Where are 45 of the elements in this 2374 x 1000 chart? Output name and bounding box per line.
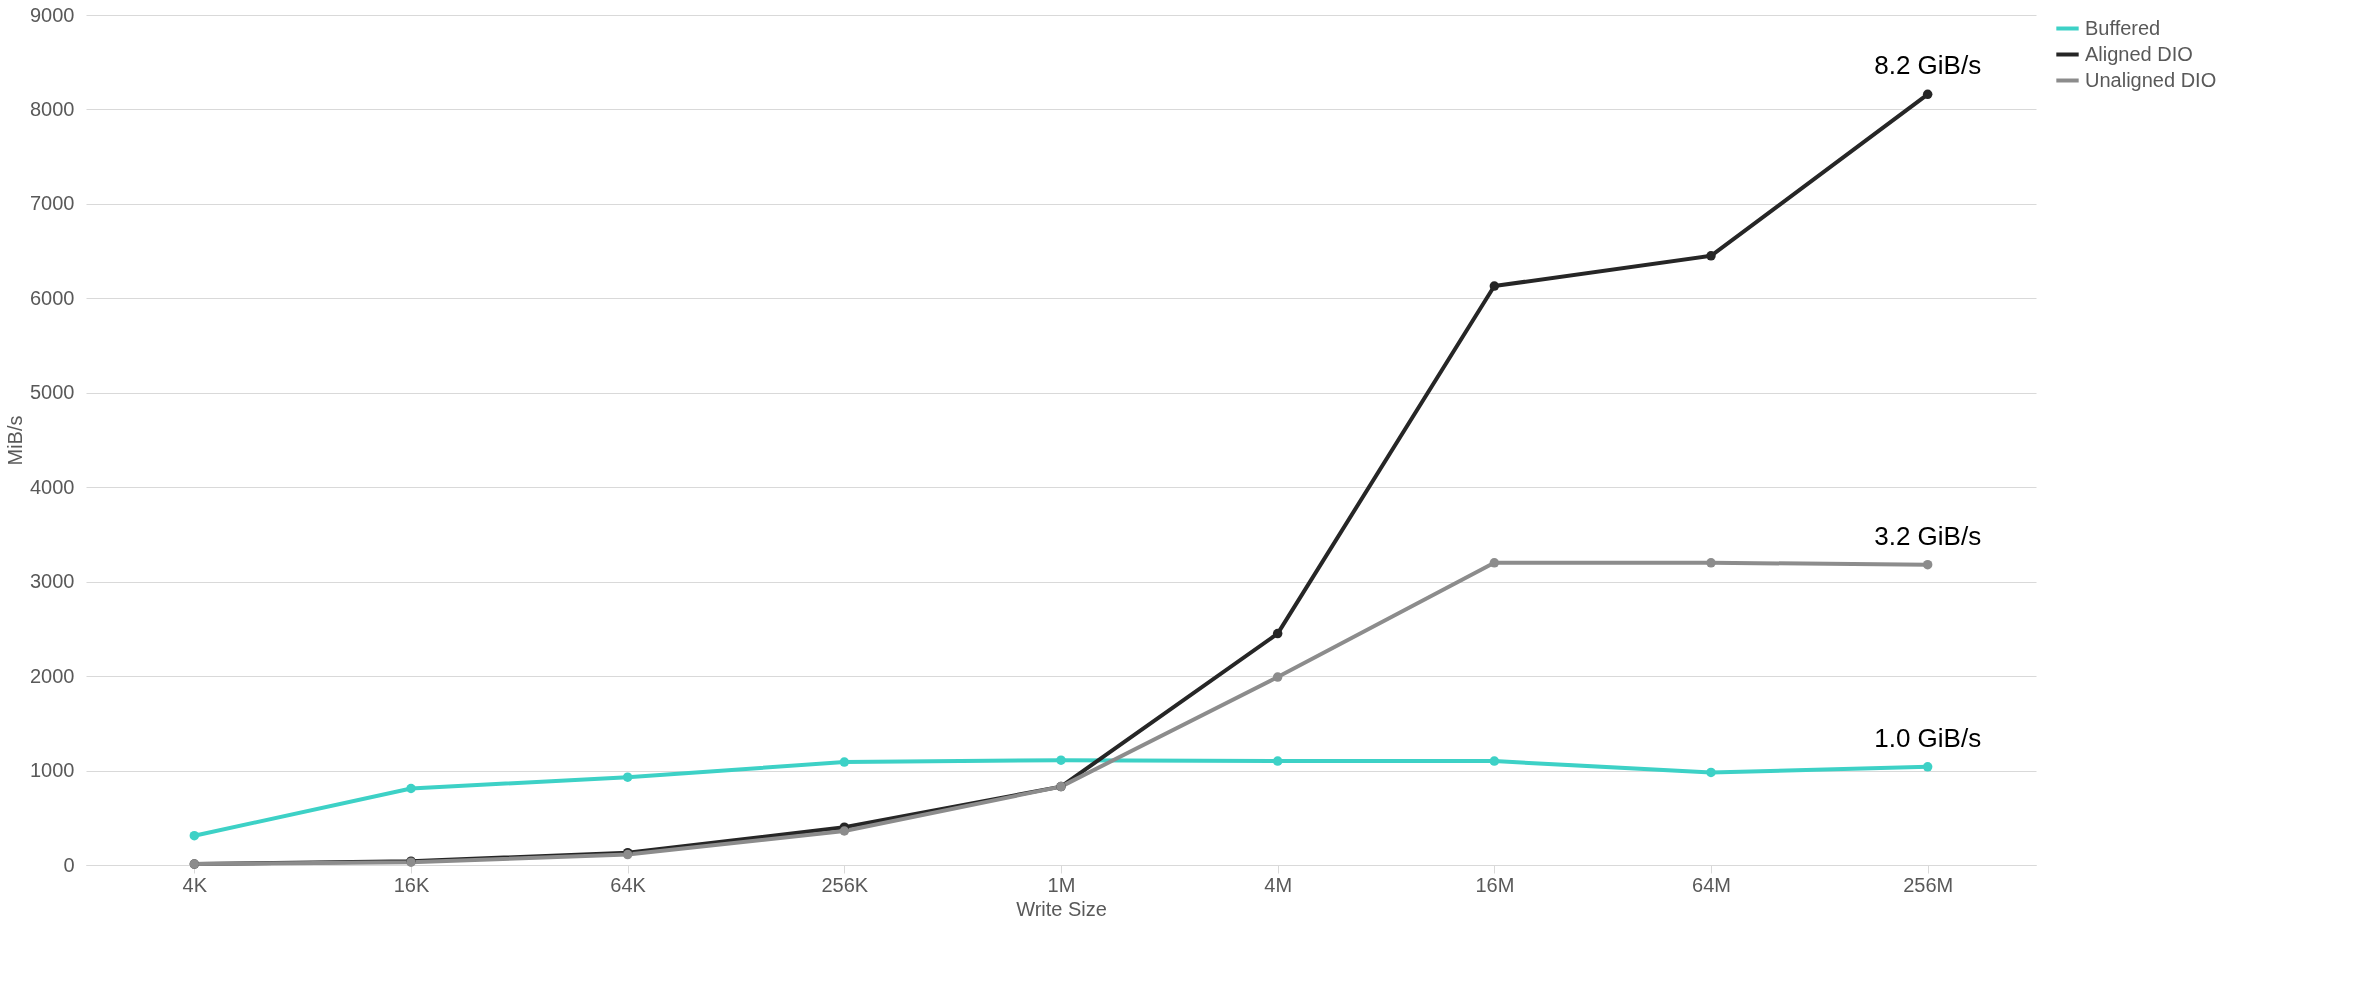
x-axis-title: Write Size [1016, 897, 1107, 920]
point [1706, 558, 1716, 568]
point [1056, 755, 1066, 765]
y-tick-label: 3000 [30, 570, 75, 593]
x-tick-label: 4M [1264, 873, 1293, 896]
point [1706, 251, 1716, 261]
point [622, 772, 633, 782]
x-tick-label: 256M [1903, 873, 1954, 896]
y-tick-label: 9000 [30, 3, 75, 26]
point [406, 783, 416, 794]
x-tick-label: 64K [610, 873, 647, 896]
annotation: 3.2 GiB/s [1874, 520, 1982, 551]
legend-label: Buffered [2085, 16, 2161, 39]
point [1489, 558, 1500, 568]
point [1272, 672, 1283, 682]
point [1272, 756, 1283, 766]
point [1706, 767, 1716, 778]
x-tick-label: 1M [1047, 873, 1076, 896]
y-tick-label: 4000 [30, 475, 75, 498]
y-tick-label: 7000 [30, 192, 75, 215]
point [839, 757, 850, 767]
y-tick-label: 2000 [30, 664, 75, 687]
y-tick-label: 6000 [30, 286, 75, 309]
legend-label: Unaligned DIO [2085, 68, 2217, 91]
y-tick-label: 1000 [30, 759, 75, 782]
x-tick-label: 64M [1692, 873, 1731, 896]
y-tick-label: 8000 [30, 97, 75, 120]
point [1272, 628, 1283, 639]
point [1489, 756, 1500, 766]
point [1922, 89, 1933, 100]
point [189, 830, 200, 841]
x-tick-label: 16M [1475, 873, 1515, 896]
x-tick-label: 4K [182, 873, 208, 896]
x-tick-label: 256K [821, 873, 869, 896]
legend-label: Aligned DIO [2085, 42, 2193, 65]
y-axis-title: MiB/s [4, 415, 27, 466]
annotation: 1.0 GiB/s [1874, 722, 1982, 753]
point [1922, 762, 1933, 772]
annotation: 8.2 GiB/s [1874, 50, 1982, 81]
x-tick-label: 16K [393, 873, 430, 896]
point [1922, 559, 1933, 570]
point [839, 826, 850, 836]
y-tick-label: 5000 [30, 381, 75, 404]
y-tick-label: 0 [63, 853, 75, 876]
point [1489, 281, 1500, 291]
